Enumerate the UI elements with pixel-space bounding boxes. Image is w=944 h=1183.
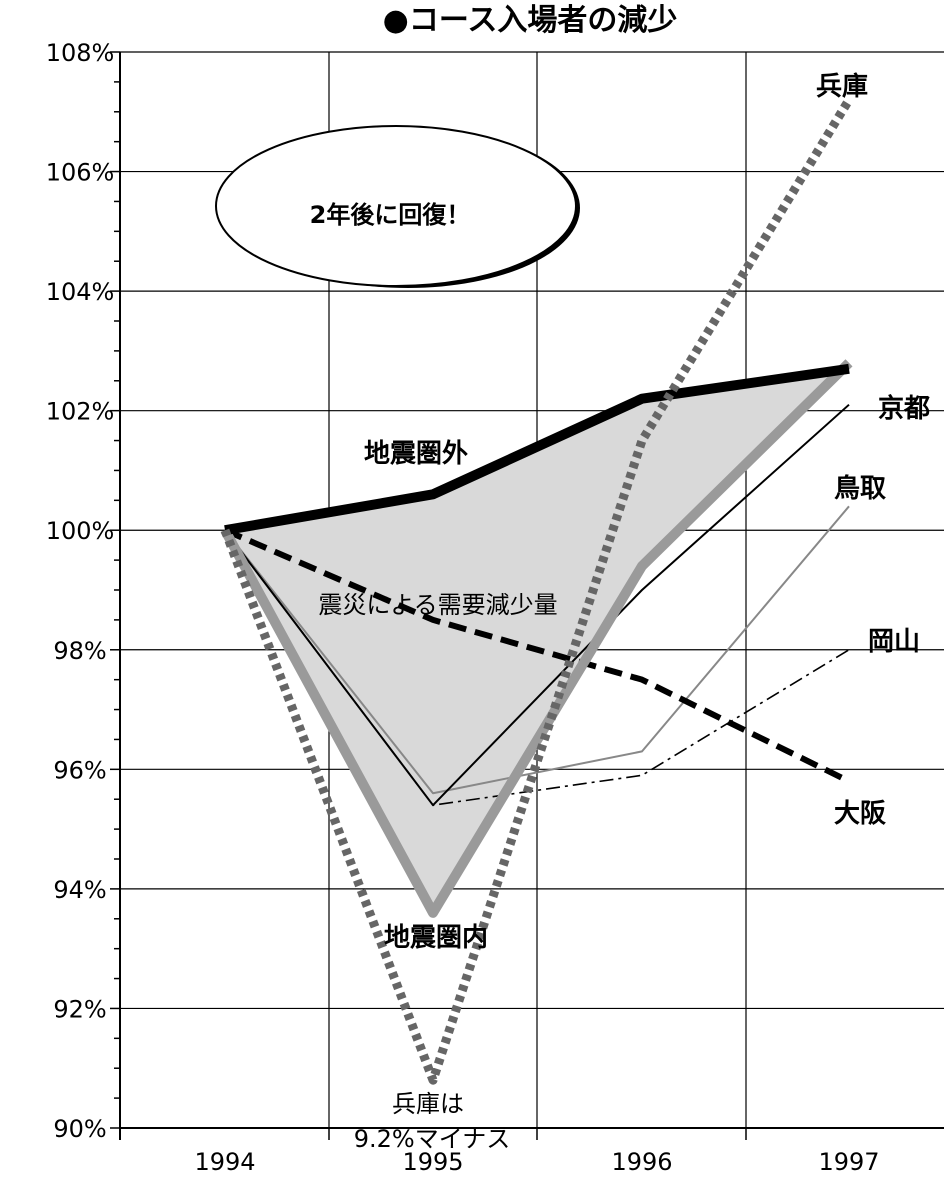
y-tick-label: 108% <box>46 39 115 67</box>
hyogo-note-line-1: 兵庫は <box>392 1090 464 1118</box>
y-tick-label: 94% <box>53 876 106 904</box>
x-tick-label: 1994 <box>194 1148 255 1176</box>
y-tick-labels: 90% 92% 94% 96% 98% 100% 102% 104% 106% 108% <box>46 39 115 1143</box>
series-label-okayama: 岡山 <box>868 627 920 657</box>
series-label-hyogo: 兵庫 <box>816 72 868 102</box>
y-tick-label: 98% <box>53 637 106 665</box>
series-label-tottori: 鳥取 <box>834 474 886 504</box>
hyogo-note-line-2: 9.2%マイナス <box>354 1125 511 1153</box>
series-label-osaka: 大阪 <box>834 799 886 829</box>
recovery-callout: 2年後に回復！ <box>216 126 580 288</box>
x-tick-label: 1996 <box>611 1148 672 1176</box>
series-label-kyoto: 京都 <box>878 393 930 424</box>
y-tick-label: 92% <box>53 995 106 1023</box>
y-tick-label: 106% <box>46 159 115 187</box>
series-label-outside: 地震圏外 <box>364 439 468 469</box>
x-tick-label: 1997 <box>818 1148 879 1176</box>
y-tick-label: 96% <box>53 756 106 784</box>
x-tick-labels: 1994 1995 1996 1997 <box>194 1148 879 1176</box>
recovery-annotation: 2年後に回復！ <box>310 201 471 229</box>
y-tick-label: 104% <box>46 278 115 306</box>
series-label-inside: 地震圏内 <box>384 923 488 953</box>
chart-title: ●コース入場者の減少 <box>383 3 678 38</box>
y-tick-label: 102% <box>46 398 115 426</box>
y-tick-label: 90% <box>53 1115 106 1143</box>
y-tick-label: 100% <box>46 517 115 545</box>
demand-loss-annotation: 震災による需要減少量 <box>318 591 557 619</box>
